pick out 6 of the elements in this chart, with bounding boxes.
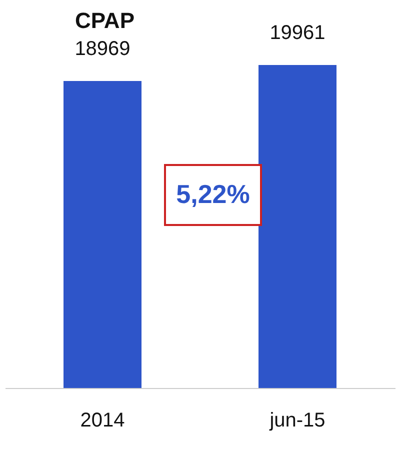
data-label: 18969 — [74, 38, 130, 60]
data-label: 19961 — [270, 22, 326, 44]
x-tick-label: 2014 — [80, 410, 125, 432]
x-tick-label: jun-15 — [268, 410, 326, 432]
chart-title: CPAP — [75, 8, 134, 33]
annotation: 5,22% — [176, 179, 250, 209]
